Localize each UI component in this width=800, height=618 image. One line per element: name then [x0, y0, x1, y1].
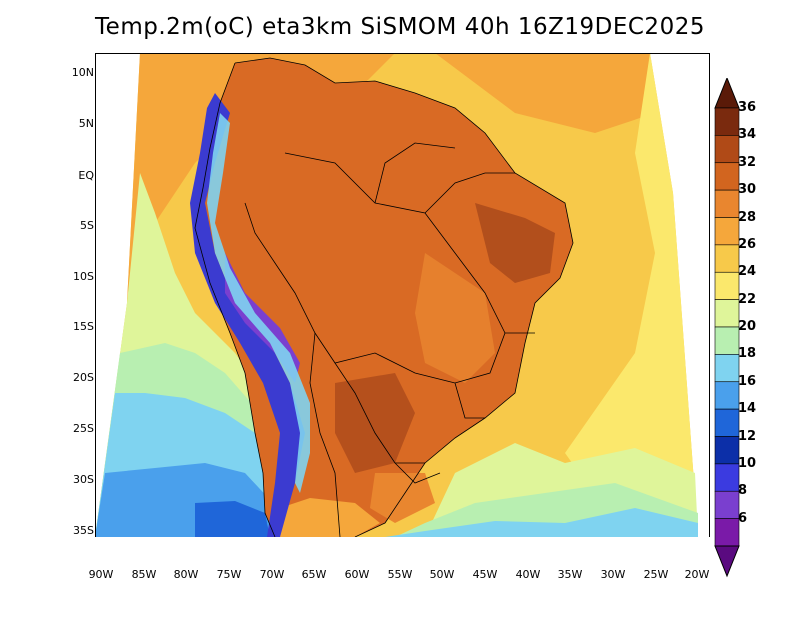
colorbar-label: 20 — [738, 319, 757, 334]
lon-label: 35W — [557, 568, 583, 581]
colorbar-label: 36 — [738, 100, 757, 115]
colorbar-box — [714, 463, 740, 492]
lon-label: 85W — [131, 568, 157, 581]
colorbar-box — [714, 354, 740, 383]
colorbar-box — [714, 299, 740, 328]
lat-label: 5N — [78, 117, 94, 130]
ocean-south-cyan — [385, 508, 698, 537]
lon-label: 30W — [600, 568, 626, 581]
lon-label: 70W — [259, 568, 285, 581]
colorbar-top-cap — [714, 78, 740, 109]
land-cooler-uruguay — [370, 473, 435, 523]
colorbar-box — [714, 244, 740, 273]
lat-label: 35S — [73, 524, 94, 537]
lat-label: 15S — [73, 320, 94, 333]
temperature-map — [95, 53, 710, 565]
lat-label: 10S — [73, 270, 94, 283]
colorbar-label: 12 — [738, 428, 757, 444]
lat-label: 5S — [80, 219, 94, 232]
colorbar-label: 30 — [738, 182, 757, 198]
colorbar-box — [714, 436, 740, 465]
lon-label: 60W — [344, 568, 370, 581]
colorbar-label: 6 — [738, 510, 748, 526]
lat-label: 20S — [73, 371, 94, 384]
lon-label: 55W — [387, 568, 413, 581]
colorbar-box — [714, 189, 740, 218]
lat-label: 10N — [71, 66, 94, 79]
lon-label: 75W — [216, 568, 242, 581]
lon-label: 65W — [301, 568, 327, 581]
lon-label: 20W — [684, 568, 710, 581]
land-very-hot-north — [475, 203, 555, 283]
lon-label: 45W — [472, 568, 498, 581]
colorbar-label: 10 — [738, 455, 757, 471]
colorbar-label: 8 — [738, 483, 748, 499]
colorbar-label: 14 — [738, 401, 757, 417]
colorbar-label: 26 — [738, 236, 757, 252]
patagonia — [275, 498, 380, 537]
colorbar-label: 28 — [738, 209, 757, 225]
ocean-orange-region — [127, 53, 395, 303]
ocean-east-yellow — [565, 53, 698, 537]
colorbar-label: 16 — [738, 373, 757, 389]
land-very-hot-south — [335, 373, 415, 473]
colorbar-label: 18 — [738, 346, 757, 362]
colorbar-box — [714, 326, 740, 355]
andes-edge-cyan — [207, 113, 310, 493]
colorbar-box — [714, 162, 740, 191]
colorbar-box — [714, 217, 740, 246]
colorbar-box — [714, 107, 740, 136]
land-warm-brazil — [415, 253, 495, 383]
map-title: Temp.2m(oC) eta3km SiSMOM 40h 16Z19DEC20… — [95, 14, 705, 40]
colorbar-box — [714, 490, 740, 519]
colorbar-box — [714, 271, 740, 300]
lon-label: 50W — [429, 568, 455, 581]
map-canvas — [95, 53, 710, 565]
colorbar-bottom-cap — [714, 545, 740, 578]
colorbar-box — [714, 518, 740, 547]
colorbar — [714, 78, 740, 578]
lat-label: EQ — [78, 169, 94, 182]
colorbar-box — [714, 135, 740, 164]
lon-label: 90W — [88, 568, 114, 581]
colorbar-label: 24 — [738, 264, 757, 280]
lon-label: 40W — [515, 568, 541, 581]
lat-label: 25S — [73, 422, 94, 435]
colorbar-label: 34 — [738, 127, 757, 143]
lon-label: 25W — [643, 568, 669, 581]
country-borders — [194, 57, 574, 538]
colorbar-box — [714, 408, 740, 437]
colorbar-label: 32 — [738, 154, 757, 170]
colorbar-boxes — [714, 107, 740, 547]
colorbar-label: 22 — [738, 291, 757, 307]
pacific-deep-blue — [195, 501, 270, 537]
colorbar-box — [714, 381, 740, 410]
lat-label: 30S — [73, 473, 94, 486]
ocean-orange-region-east — [435, 53, 655, 133]
lon-label: 80W — [173, 568, 199, 581]
